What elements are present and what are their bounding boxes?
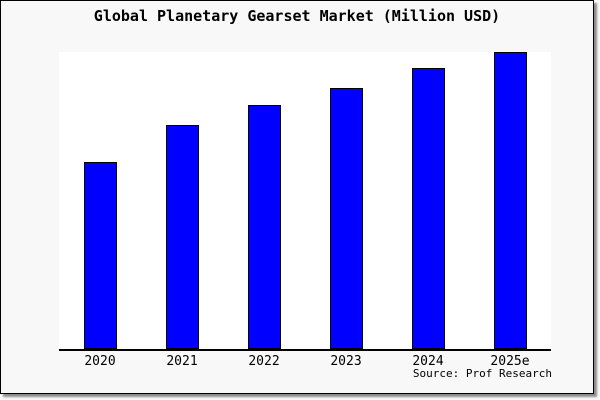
x-tick-label-2025e: 2025e xyxy=(490,354,530,369)
source-caption: Source: Prof Research xyxy=(412,367,552,380)
plot-area xyxy=(59,52,551,351)
bar-slot xyxy=(469,52,551,349)
bar-slot xyxy=(59,52,141,349)
bar-2024 xyxy=(411,68,445,349)
bar-2020 xyxy=(83,162,117,349)
x-tick-label-2020: 2020 xyxy=(84,354,116,369)
bar-slot xyxy=(223,52,305,349)
bar-2022 xyxy=(247,105,281,349)
chart-title: Global Planetary Gearset Market (Million… xyxy=(93,7,501,25)
bar-slot xyxy=(305,52,387,349)
bar-slot xyxy=(141,52,223,349)
x-axis-labels: 2020 2021 2022 2023 2024 2025e xyxy=(59,354,551,369)
chart-card: Global Planetary Gearset Market (Million… xyxy=(0,0,594,394)
x-tick-label-2021: 2021 xyxy=(166,354,198,369)
bar-slot xyxy=(387,52,469,349)
bar-2023 xyxy=(329,88,363,349)
x-tick-label-2022: 2022 xyxy=(248,354,280,369)
x-tick-label-2024: 2024 xyxy=(412,354,444,369)
bar-2021 xyxy=(165,125,199,349)
bar-2025e xyxy=(493,52,527,349)
x-tick-label-2023: 2023 xyxy=(330,354,362,369)
